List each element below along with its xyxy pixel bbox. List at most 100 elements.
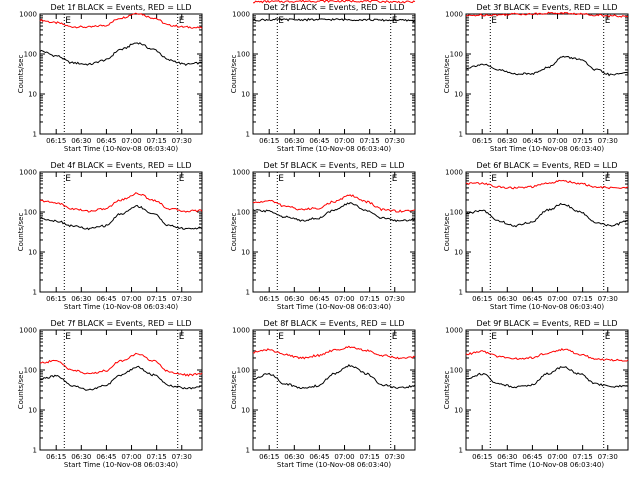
y-tick-label: 100 xyxy=(237,367,250,375)
y-tick-label: 100 xyxy=(450,209,463,217)
y-tick-label: 1000 xyxy=(445,169,463,177)
series-line-lld xyxy=(39,192,203,213)
panel-9: Det 9f BLACK = Events, RED = LLD 1 10 100 10… xyxy=(443,319,629,469)
y-tick-label: 1000 xyxy=(19,11,37,19)
series-line-events xyxy=(465,202,629,228)
series-line-lld xyxy=(39,12,203,29)
event-marker-label: E xyxy=(179,174,185,184)
panel-1: Det 1f BLACK = Events, RED = LLD 1 10 100 10… xyxy=(17,3,203,153)
panel-title: Det 5f BLACK = Events, RED = LLD xyxy=(263,161,404,170)
x-tick-label: 06:15 xyxy=(46,453,66,461)
y-axis-label: Counts/sec xyxy=(230,213,238,252)
x-tick-label: 07:15 xyxy=(147,295,167,303)
series-line-lld xyxy=(465,179,629,190)
plot-frame xyxy=(465,171,629,293)
y-tick-label: 100 xyxy=(237,51,250,59)
event-marker-label: E xyxy=(392,174,398,184)
x-tick-label: 07:30 xyxy=(598,453,618,461)
event-marker-label: E xyxy=(491,174,497,184)
series-line-events xyxy=(252,17,416,23)
x-tick-label: 06:30 xyxy=(497,295,517,303)
series-line-events xyxy=(39,204,203,231)
x-tick-label: 06:30 xyxy=(71,137,91,145)
y-tick-label: 10 xyxy=(454,407,463,415)
x-tick-label: 06:30 xyxy=(284,453,304,461)
x-tick-label: 06:45 xyxy=(96,137,116,145)
event-marker-label: E xyxy=(605,16,611,26)
x-tick-label: 07:15 xyxy=(147,453,167,461)
event-marker-label: E xyxy=(278,16,284,26)
x-tick-label: 06:45 xyxy=(309,453,329,461)
y-axis-label: Counts/sec xyxy=(230,371,238,410)
y-tick-label: 1 xyxy=(459,447,463,455)
x-axis-label: Start Time (10-Nov-08 06:03:40) xyxy=(277,303,391,311)
x-tick-label: 06:15 xyxy=(46,137,66,145)
y-tick-label: 10 xyxy=(28,407,37,415)
y-tick-label: 100 xyxy=(237,209,250,217)
plot-frame xyxy=(465,329,629,451)
event-marker-label: E xyxy=(65,16,71,26)
panel-title: Det 2f BLACK = Events, RED = LLD xyxy=(263,3,404,12)
event-marker-label: E xyxy=(65,332,71,342)
panel-3: Det 3f BLACK = Events, RED = LLD 1 10 100 10… xyxy=(443,3,629,153)
y-tick-label: 100 xyxy=(450,51,463,59)
x-tick-label: 07:15 xyxy=(573,453,593,461)
y-axis-label: Counts/sec xyxy=(17,371,25,410)
panel-6: Det 6f BLACK = Events, RED = LLD 1 10 100 10… xyxy=(443,161,629,311)
x-tick-label: 06:30 xyxy=(497,137,517,145)
x-tick-label: 06:30 xyxy=(284,137,304,145)
y-tick-label: 100 xyxy=(24,209,37,217)
x-axis-label: Start Time (10-Nov-08 06:03:40) xyxy=(277,145,391,153)
x-tick-label: 07:15 xyxy=(573,137,593,145)
event-marker-label: E xyxy=(392,16,398,26)
x-tick-label: 06:15 xyxy=(259,295,279,303)
panel-title: Det 4f BLACK = Events, RED = LLD xyxy=(50,161,191,170)
x-tick-label: 07:30 xyxy=(598,295,618,303)
y-tick-label: 1 xyxy=(246,131,250,139)
y-axis-label: Counts/sec xyxy=(17,55,25,94)
plot-frame xyxy=(252,171,416,293)
x-tick-label: 06:15 xyxy=(472,453,492,461)
event-marker-label: E xyxy=(392,332,398,342)
x-tick-label: 06:45 xyxy=(309,295,329,303)
y-axis-label: Counts/sec xyxy=(230,55,238,94)
x-tick-label: 06:15 xyxy=(472,137,492,145)
series-line-lld xyxy=(466,11,629,18)
series-line-events xyxy=(252,363,416,390)
y-tick-label: 1000 xyxy=(19,169,37,177)
x-tick-label: 07:00 xyxy=(121,453,141,461)
x-tick-label: 07:15 xyxy=(147,137,167,145)
y-tick-label: 10 xyxy=(241,407,250,415)
plot-frame xyxy=(39,329,203,451)
series-line-events xyxy=(252,202,416,223)
x-axis-label: Start Time (10-Nov-08 06:03:40) xyxy=(277,461,391,469)
x-tick-label: 06:30 xyxy=(284,295,304,303)
y-axis-label: Counts/sec xyxy=(17,213,25,252)
panel-title: Det 9f BLACK = Events, RED = LLD xyxy=(476,319,617,328)
x-tick-label: 07:15 xyxy=(360,453,380,461)
panel-4: Det 4f BLACK = Events, RED = LLD 1 10 100 10… xyxy=(17,161,203,311)
x-tick-label: 06:15 xyxy=(259,137,279,145)
y-tick-label: 1000 xyxy=(232,327,250,335)
x-tick-label: 07:00 xyxy=(547,295,567,303)
x-tick-label: 06:45 xyxy=(522,453,542,461)
y-tick-label: 1000 xyxy=(445,11,463,19)
x-tick-label: 06:30 xyxy=(71,295,91,303)
x-tick-label: 07:00 xyxy=(334,295,354,303)
y-tick-label: 1000 xyxy=(232,169,250,177)
x-tick-label: 07:00 xyxy=(121,137,141,145)
x-tick-label: 07:15 xyxy=(573,295,593,303)
series-line-events xyxy=(465,55,629,77)
panel-8: Det 8f BLACK = Events, RED = LLD 1 10 100 10… xyxy=(230,319,416,469)
event-marker-label: E xyxy=(278,174,284,184)
y-tick-label: 1000 xyxy=(19,327,37,335)
x-axis-label: Start Time (10-Nov-08 06:03:40) xyxy=(64,145,178,153)
panel-title: Det 3f BLACK = Events, RED = LLD xyxy=(476,3,617,12)
x-axis-label: Start Time (10-Nov-08 06:03:40) xyxy=(490,145,604,153)
panel-title: Det 8f BLACK = Events, RED = LLD xyxy=(263,319,404,328)
x-tick-label: 07:00 xyxy=(334,137,354,145)
x-tick-label: 06:45 xyxy=(522,137,542,145)
x-tick-label: 07:00 xyxy=(121,295,141,303)
x-axis-label: Start Time (10-Nov-08 06:03:40) xyxy=(64,461,178,469)
